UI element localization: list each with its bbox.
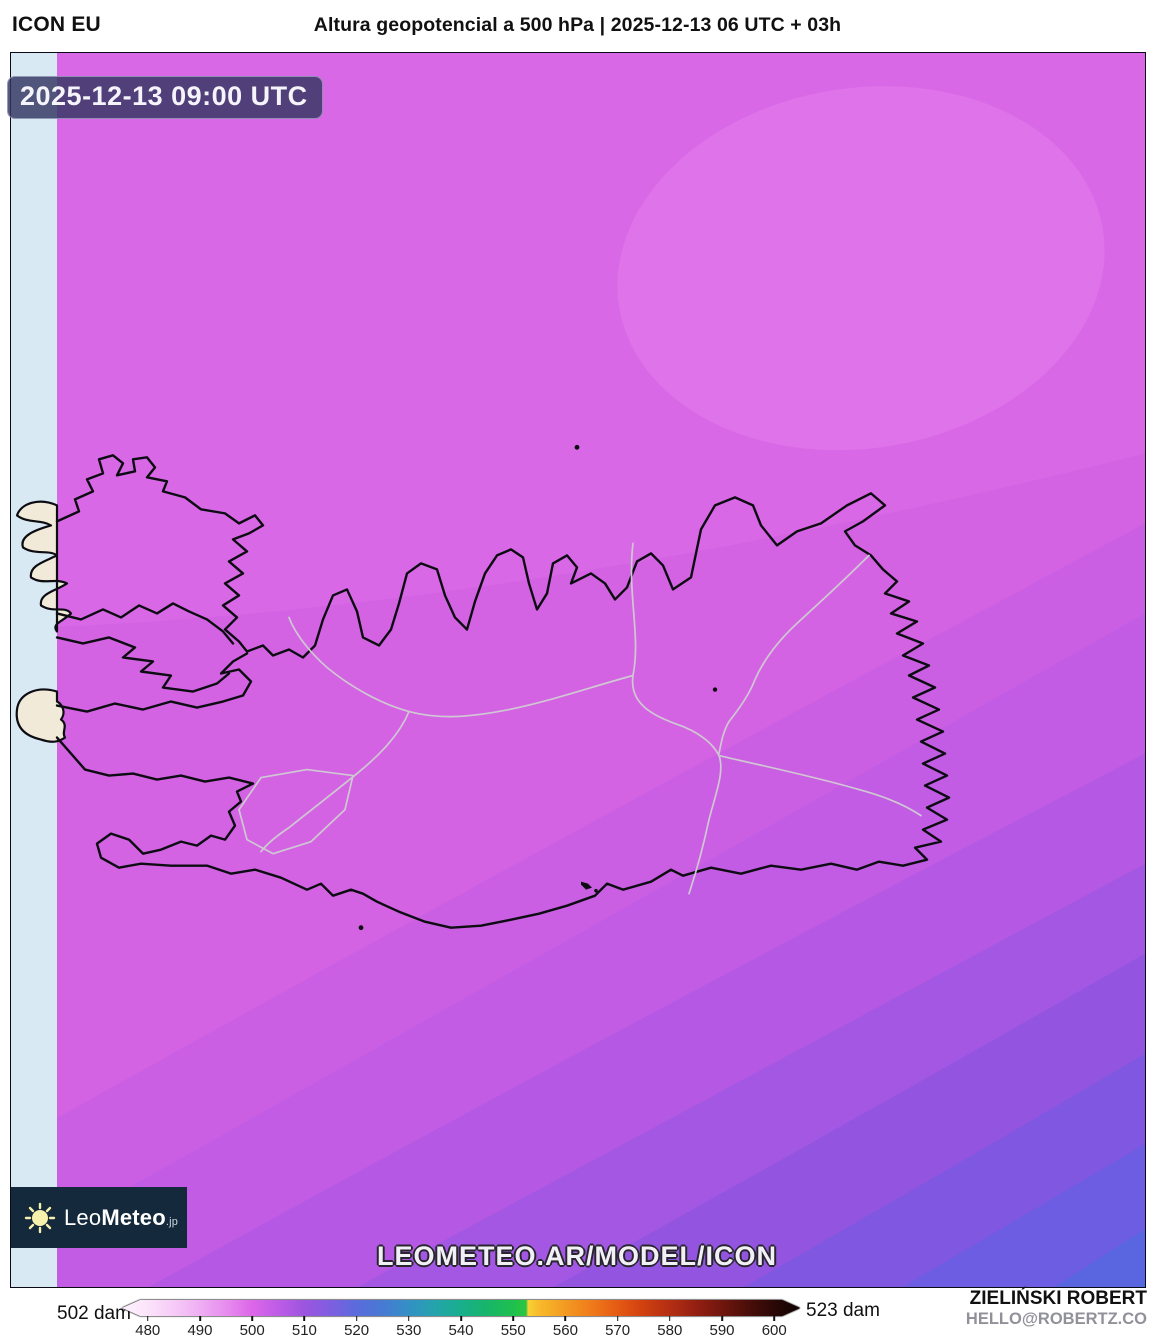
- page-title: Altura geopotencial a 500 hPa | 2025-12-…: [313, 14, 842, 36]
- colorbar-tick-label: 540: [448, 1322, 474, 1339]
- colorbar-tick-mark: [669, 1316, 671, 1321]
- colorbar-tick-mark: [512, 1316, 514, 1321]
- weather-map: [10, 52, 1146, 1288]
- colorbar-tick-mark: [199, 1316, 201, 1321]
- colorbar-tick-label: 550: [500, 1322, 526, 1339]
- colorbar-tick-label: 480: [135, 1322, 161, 1339]
- colorbar-tick-mark: [773, 1316, 776, 1321]
- colorbar-tick-label: 590: [709, 1322, 735, 1339]
- colorbar-tick-label: 600: [761, 1322, 787, 1339]
- logo-wordmark: LeoMeteo.jp: [64, 1205, 178, 1231]
- colorbar-tick-label: 580: [657, 1322, 683, 1339]
- colorbar-tick-mark: [460, 1316, 462, 1321]
- colorbar-min-label: 502 dam: [57, 1303, 131, 1324]
- sun-icon: [24, 1202, 56, 1233]
- colorbar-tick-label: 570: [605, 1322, 631, 1339]
- colorbar-tick-mark: [564, 1316, 567, 1321]
- out-of-domain-land: [15, 500, 73, 743]
- geopotential-bands: [11, 53, 1145, 1287]
- logo-name-light: Leo: [64, 1204, 102, 1230]
- colorbar-max-label: 523 dam: [806, 1300, 880, 1321]
- leometeo-logo: LeoMeteo.jp: [11, 1187, 187, 1248]
- credit-contact: HELLO@ROBERTZ.CO: [965, 1310, 1147, 1328]
- colorbar-tick-mark: [303, 1316, 306, 1321]
- colorbar-tick-mark: [146, 1316, 149, 1321]
- colorbar-gradient: [122, 1300, 800, 1316]
- colorbar-tick-label: 530: [396, 1322, 422, 1339]
- colorbar-ticks: 480 490 500 510 520 530 540 550 560 570 580 590 600: [122, 1316, 800, 1339]
- colorbar-tick-label: 510: [291, 1322, 317, 1339]
- logo-name-bold: Meteo: [101, 1204, 166, 1230]
- colorbar-tick-mark: [355, 1316, 358, 1321]
- credit-author: ZIELIŃSKI ROBERT: [969, 1288, 1147, 1309]
- colorbar: [122, 1300, 800, 1316]
- colorbar-tick-label: 500: [239, 1322, 265, 1339]
- sea-out-of-domain-strip: [11, 53, 57, 1287]
- colorbar-tick-mark: [407, 1316, 410, 1321]
- colorbar-tick-label: 490: [187, 1322, 213, 1339]
- model-name: ICON EU: [12, 13, 101, 36]
- islands: [358, 444, 718, 931]
- colorbar-tick-mark: [721, 1316, 723, 1321]
- colorbar-tick-mark: [251, 1316, 253, 1321]
- logo-tld: .jp: [165, 1215, 179, 1228]
- colorbar-tick-mark: [616, 1316, 619, 1321]
- timestamp-badge: 2025-12-13 09:00 UTC: [7, 76, 323, 119]
- iceland-coastline: [55, 454, 951, 929]
- colorbar-tick-label: 520: [344, 1322, 370, 1339]
- watermark-url: LEOMETEO.AR/MODEL/ICON: [377, 1241, 777, 1271]
- region-boundaries: [238, 542, 922, 895]
- colorbar-tick-label: 560: [552, 1322, 578, 1339]
